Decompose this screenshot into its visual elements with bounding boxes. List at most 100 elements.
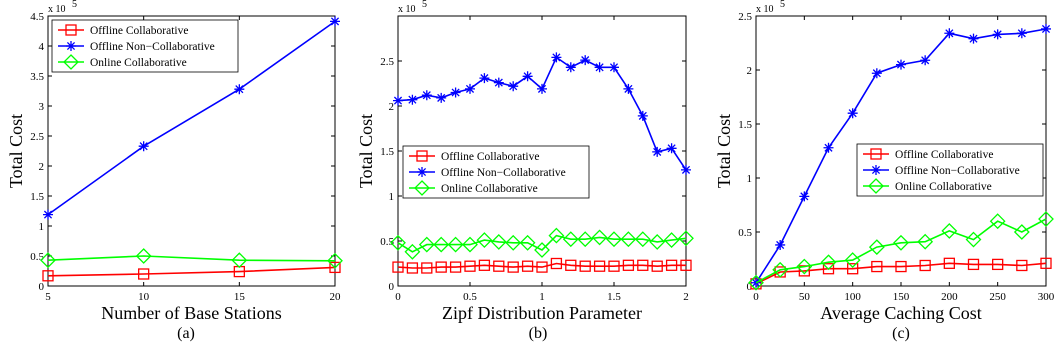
data-point (536, 261, 548, 273)
y-tick-label: 3 (39, 101, 45, 113)
data-point (421, 90, 432, 101)
data-point (775, 239, 786, 250)
series-line-0 (755, 262, 1047, 285)
data-point (823, 142, 834, 153)
data-point (447, 236, 464, 253)
legend-label: Online Collaborative (441, 183, 538, 195)
data-point (579, 260, 591, 272)
legend-swatch-marker (870, 148, 882, 160)
data-point (577, 231, 594, 248)
data-point (992, 258, 1004, 271)
data-point (637, 259, 649, 271)
data-point (965, 231, 982, 248)
x-tick-label: 10 (138, 291, 150, 303)
data-point (871, 68, 882, 79)
data-point (678, 230, 694, 247)
x-axis-title: Average Caching Cost (820, 303, 982, 323)
chart-panel-b: 0 0.5 1 1.5 2 0 0.5 1 1.5 2 2.5 x 10 5 Zipf Distribut… (356, 0, 694, 342)
data-point (565, 259, 577, 271)
y-axis-title: Total Cost (356, 114, 376, 188)
data-point (799, 191, 810, 202)
series-line-2 (47, 255, 336, 262)
legend-swatch-marker (868, 178, 884, 194)
y-tick-label: 2 (747, 65, 753, 77)
data-point (634, 231, 651, 248)
legend-label: Online Collaborative (895, 181, 992, 193)
data-point (920, 55, 931, 66)
data-point (521, 260, 534, 272)
data-point (591, 229, 608, 246)
data-point (652, 146, 663, 157)
data-point (421, 262, 433, 274)
series-line-2 (755, 218, 1047, 284)
legend: Offline Collaborative Offline Non−Collabo… (51, 19, 239, 73)
data-point (1016, 259, 1028, 272)
data-point (606, 231, 622, 248)
x-tick-label: 0.5 (463, 291, 477, 303)
x-tick-label: 0 (395, 291, 401, 303)
y-tick-label: 3.5 (30, 71, 44, 83)
data-point (508, 81, 519, 92)
legend-label: Offline Non−Collaborative (895, 165, 1020, 177)
data-point (534, 242, 550, 258)
legend-label: Offline Non−Collaborative (441, 167, 566, 179)
x-tick-label: 2 (683, 291, 689, 303)
data-point (392, 261, 404, 273)
y-tick-label: 2.5 (380, 56, 394, 68)
data-point (465, 83, 475, 94)
data-point (944, 28, 955, 39)
data-point (943, 257, 955, 269)
data-point (919, 259, 931, 272)
y-tick-label: 1 (747, 173, 753, 185)
data-point (433, 236, 450, 253)
y-tick-label: 2 (389, 101, 395, 113)
y-tick-label: 1.5 (738, 119, 752, 131)
x-tick-label: 20 (330, 291, 342, 303)
data-point (43, 209, 53, 220)
y-tick-label: 1 (39, 221, 45, 233)
data-point (649, 233, 666, 250)
data-point (623, 83, 634, 94)
data-point (844, 252, 861, 268)
y-tick-label: 0 (389, 281, 395, 293)
legend: Offline Collaborative Offline Non−Collabo… (856, 143, 1044, 197)
data-point (493, 260, 505, 272)
y-tick-label: 1 (389, 191, 395, 203)
x-tick-label: 200 (941, 291, 958, 303)
data-point (968, 33, 979, 44)
data-point (666, 143, 677, 154)
x-tick-label: 250 (989, 291, 1006, 303)
x-tick-label: 100 (844, 291, 861, 303)
legend-swatch-marker (871, 165, 881, 175)
y-tick-label: 2 (39, 161, 45, 173)
data-point (663, 232, 680, 249)
y-tick-label: 0.5 (738, 227, 752, 239)
data-point (479, 73, 490, 84)
y-scale-factor: x 10 (756, 4, 774, 15)
series-line-0 (47, 266, 336, 277)
legend-label: Offline Collaborative (441, 151, 539, 163)
data-point (234, 84, 245, 95)
data-point (330, 16, 340, 27)
data-point (505, 234, 522, 251)
data-point (449, 261, 462, 273)
data-point (562, 231, 579, 248)
x-tick-label: 0 (753, 291, 759, 303)
data-point (390, 234, 406, 251)
data-point (550, 257, 563, 270)
data-point (507, 261, 519, 273)
x-tick-label: 1.5 (607, 291, 621, 303)
y-tick-label: 4 (39, 41, 45, 53)
y-tick-label: 2.5 (30, 131, 44, 143)
data-point (868, 239, 885, 256)
y-tick-label: 2.5 (738, 11, 752, 23)
x-axis-title: Number of Base Stations (101, 303, 281, 323)
data-point (871, 260, 883, 273)
data-point (580, 55, 591, 66)
x-tick-label: 150 (893, 291, 910, 303)
legend-label: Offline Collaborative (895, 149, 993, 161)
y-tick-label: 0 (39, 281, 45, 293)
data-point (681, 164, 691, 175)
y-tick-label: 0 (747, 281, 753, 293)
